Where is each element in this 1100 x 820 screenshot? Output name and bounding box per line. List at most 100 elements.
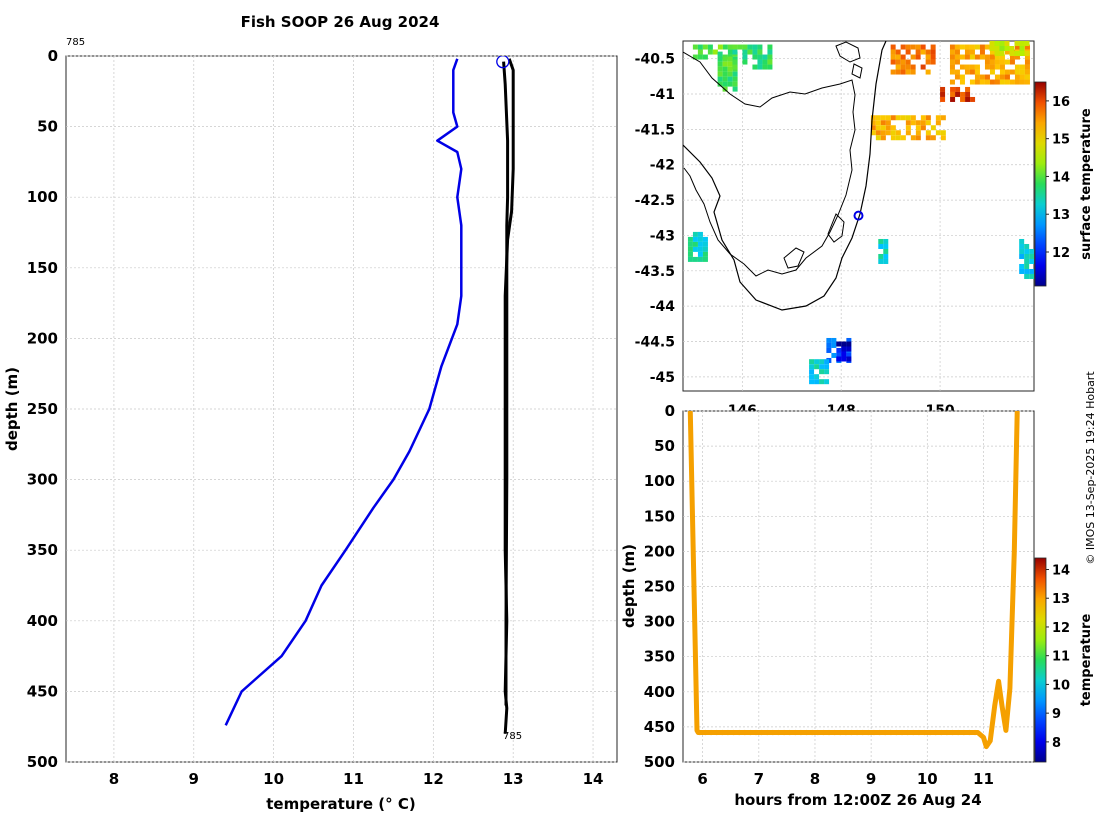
- sst-pixel: [819, 369, 825, 375]
- sst-pixel: [732, 56, 738, 62]
- sst-pixel: [920, 115, 926, 121]
- sst-pixel: [767, 44, 773, 50]
- sst-pixel: [819, 359, 825, 365]
- sst-pixel: [1024, 51, 1030, 56]
- sst-pixel: [722, 76, 728, 82]
- depth-track-point: [961, 729, 967, 736]
- sst-pixel: [900, 54, 906, 60]
- sst-pixel: [890, 125, 896, 131]
- depth-ytick-label: 150: [644, 507, 675, 525]
- sst-pixel: [1019, 74, 1025, 80]
- sst-pixel: [880, 115, 886, 121]
- depth-track-point: [820, 729, 827, 736]
- sst-pixel: [732, 71, 738, 77]
- sst-pixel: [841, 351, 847, 357]
- sst-pixel: [885, 115, 891, 121]
- sst-pixel: [999, 69, 1005, 75]
- depth-track-point: [854, 729, 860, 736]
- sst-pixel: [819, 379, 825, 385]
- sst-pixel: [752, 49, 758, 55]
- depth-track-point: [882, 729, 888, 736]
- sst-pixel: [994, 74, 1000, 80]
- sst-pixel: [925, 135, 931, 141]
- sst-pixel: [984, 74, 990, 80]
- depth-track-point: [702, 729, 709, 736]
- sst-pixel: [732, 81, 738, 87]
- sst-pixel: [954, 59, 960, 65]
- sst-pixel: [846, 352, 852, 358]
- depth-track-point: [905, 729, 911, 736]
- sst-pixel: [846, 356, 852, 362]
- profile-xtick-label: 10: [263, 770, 284, 788]
- sst-pixel: [880, 125, 886, 131]
- depth-ytick-label: 200: [644, 542, 675, 560]
- sst-pixel: [959, 79, 965, 85]
- sst-pixel: [1024, 258, 1030, 264]
- sst-pixel: [1024, 253, 1030, 259]
- sst-pixel: [935, 120, 941, 126]
- sst-pixel: [915, 120, 921, 126]
- sst-pixel: [687, 256, 693, 262]
- sst-pixel: [1024, 79, 1030, 85]
- sst-pixel: [702, 236, 708, 242]
- sst-pixel: [875, 115, 881, 121]
- temp-colorbar-gradient: [1034, 557, 1047, 763]
- sst-colorbar-label: surface temperature: [1079, 108, 1094, 260]
- sst-pixel: [999, 41, 1005, 46]
- sst-pixel: [717, 66, 723, 72]
- profile-ytick-label: 300: [27, 471, 58, 489]
- sst-pixel: [900, 64, 906, 70]
- sst-pixel: [925, 49, 931, 55]
- depth-track-point: [876, 729, 883, 736]
- credit-text: © IMOS 13-Sep-2025 19:24 Hobart: [1084, 371, 1097, 565]
- sst-pixel: [722, 71, 728, 77]
- profile-ytick-label: 0: [48, 47, 58, 65]
- sst-pixel: [692, 231, 698, 237]
- temp-colorbar-tick-label: 12: [1052, 621, 1070, 636]
- sst-pixel: [1019, 51, 1025, 56]
- sst-pixel: [1009, 79, 1015, 85]
- sst-pixel: [702, 44, 708, 50]
- sst-pixel: [880, 135, 886, 141]
- sst-pixel: [1019, 263, 1025, 269]
- sst-pixel: [1019, 253, 1025, 259]
- sst-pixel: [954, 54, 960, 60]
- sst-pixel: [883, 258, 889, 264]
- sst-pixel: [959, 54, 965, 60]
- sst-pixel: [1019, 268, 1025, 274]
- sst-pixel: [960, 91, 966, 97]
- sst-pixel: [747, 44, 753, 50]
- map-grid: [683, 41, 1034, 391]
- sst-pixel: [732, 64, 738, 70]
- sst-pixel: [959, 64, 965, 70]
- sst-pixel: [925, 59, 931, 65]
- sst-pixel: [875, 135, 881, 141]
- sst-pixel: [880, 130, 886, 136]
- sst-pixel: [732, 76, 738, 82]
- sst-pixel: [824, 369, 830, 375]
- sst-pixel: [890, 69, 896, 75]
- depth-time-plot: 6 7 8 9 10 11 0 50 100 150 200 250 300 350 400 450 500 h…: [620, 402, 1094, 809]
- sst-pixel: [989, 64, 995, 70]
- sst-pixel: [717, 76, 723, 82]
- depth-track-point: [927, 729, 933, 736]
- profile-xtick-label: 8: [109, 770, 119, 788]
- sst-pixel: [722, 81, 728, 87]
- northern-islands: [835, 41, 863, 79]
- profile-lines: [224, 56, 515, 734]
- sst-pixel: [767, 54, 773, 60]
- sst-pixel: [900, 69, 906, 75]
- sst-pixel: [895, 59, 901, 65]
- sst-pixel: [885, 125, 891, 131]
- sst-pixel: [767, 49, 773, 55]
- sst-pixel: [999, 59, 1005, 65]
- sst-pixel: [697, 236, 703, 242]
- sst-pixel: [692, 44, 698, 50]
- sst-pixel: [890, 59, 896, 65]
- profile-ytick-label: 350: [27, 541, 58, 559]
- sst-pixel: [930, 44, 936, 50]
- depth-track-point: [837, 729, 843, 736]
- sst-pixel: [915, 125, 921, 131]
- sst-pixel: [1004, 79, 1010, 85]
- sst-pixel: [1024, 59, 1030, 65]
